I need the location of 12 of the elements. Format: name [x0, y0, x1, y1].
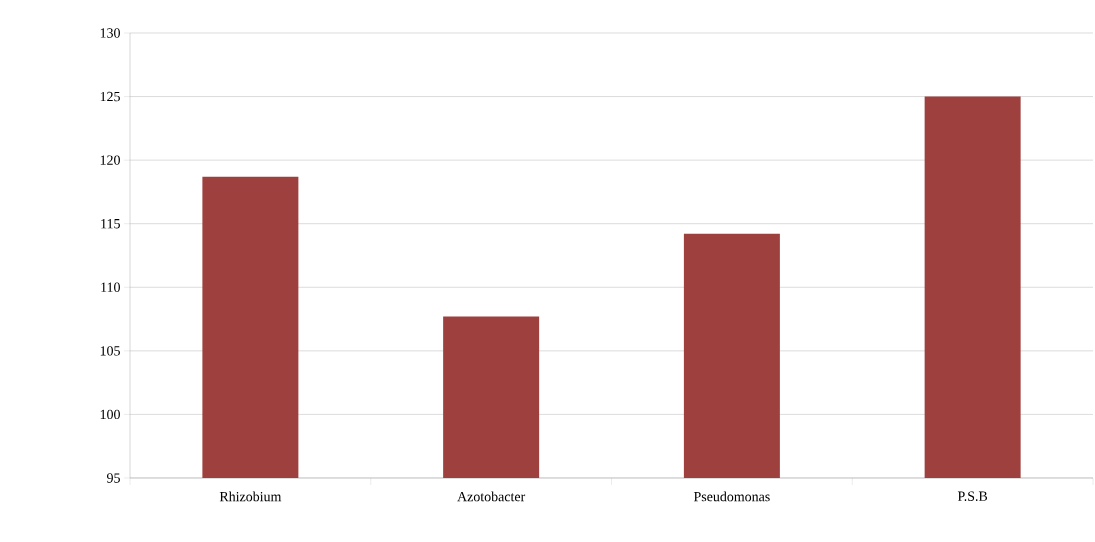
y-tick-label: 110: [101, 282, 120, 292]
x-tick-label: Azotobacter: [457, 491, 526, 502]
y-tick-label: 125: [100, 91, 120, 102]
y-tick-label: 100: [100, 409, 120, 420]
x-tick-label: Pseudomonas: [693, 491, 770, 502]
y-tick-label: 105: [100, 346, 120, 356]
x-tick-label: P.S.B: [957, 491, 988, 501]
y-tick-label: 115: [101, 219, 120, 229]
y-tick-label: 120: [100, 155, 120, 165]
x-tick-label: Rhizobium: [219, 491, 282, 502]
y-tick-label: 130: [100, 28, 120, 38]
y-tick-label: 95: [106, 473, 120, 483]
